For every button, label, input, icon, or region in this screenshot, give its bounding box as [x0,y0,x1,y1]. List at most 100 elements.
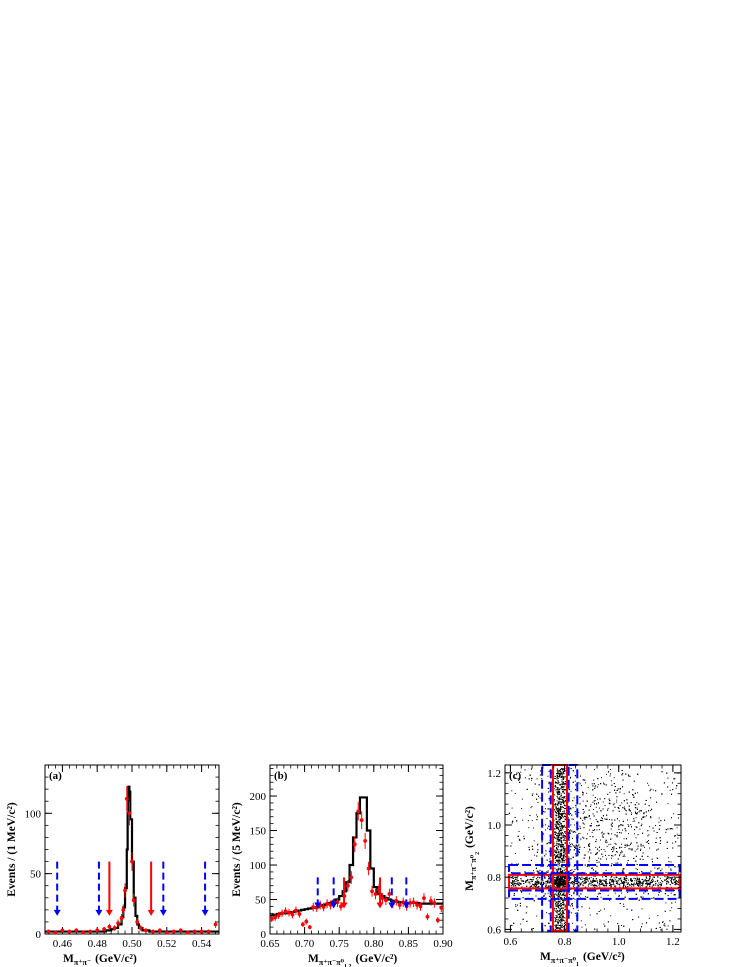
scatter-point [561,836,563,838]
scatter-point [650,810,652,812]
scatter-point [624,855,626,857]
scatter-point [547,775,549,777]
sideband-arrow-head [330,902,338,909]
scatter-point [554,837,556,839]
scatter-point [560,919,562,921]
scatter-point [537,879,539,881]
scatter-point [625,885,627,887]
scatter-point [514,852,516,854]
signal-arrow-head [376,902,384,909]
scatter-point [557,837,559,839]
scatter-point [558,812,560,814]
scatter-point [574,824,576,826]
scatter-point [517,880,519,882]
scatter-point [646,815,648,817]
scatter-point [673,879,675,881]
scatter-point [548,922,550,924]
scatter-point [605,885,607,887]
scatter-point [659,884,661,886]
data-point [116,921,120,926]
scatter-point [524,880,526,882]
data-point [53,930,58,935]
scatter-point [565,770,567,772]
scatter-point [561,911,563,913]
scatter-point [633,882,635,884]
x-tick-label: 0.48 [88,938,108,950]
scatter-point [586,817,588,819]
scatter-point [583,881,585,883]
scatter-point [588,829,590,831]
scatter-point [587,851,589,853]
data-point [178,928,183,933]
scatter-point [513,880,515,882]
scatter-point [563,846,565,848]
scatter-point [602,820,604,822]
scatter-point [523,835,525,837]
y-tick-label: 200 [250,791,267,803]
scatter-point [672,828,674,830]
scatter-point [513,892,515,894]
scatter-point [516,880,518,882]
scatter-point [579,883,581,885]
scatter-point [558,782,560,784]
scatter-point [556,927,558,929]
scatter-point [544,829,546,831]
scatter-point [560,908,562,910]
scatter-point [559,870,561,872]
scatter-point [611,857,613,859]
data-point [411,900,416,905]
scatter-point [647,782,649,784]
scatter-point [580,878,582,880]
scatter-point [569,829,571,831]
scatter-point [589,914,591,916]
scatter-point [562,789,564,791]
scatter-point [611,855,613,857]
scatter-point [548,860,550,862]
scatter-point [528,893,530,895]
scatter-point [573,897,575,899]
scatter-point [622,855,624,857]
data-point [123,888,127,893]
scatter-point [561,773,563,775]
scatter-point [554,803,556,805]
scatter-point [584,886,586,888]
scatter-point [547,827,549,829]
scatter-point [648,834,650,836]
scatter-point [548,782,550,784]
scatter-point [644,891,646,893]
scatter-point [631,885,633,887]
data-point [67,929,72,934]
scatter-point [658,821,660,823]
x-axis-title-unit: (GeV/c²) [355,953,397,965]
scatter-point [613,777,615,779]
scatter-point [586,879,588,881]
scatter-point [667,803,669,805]
scatter-point [558,856,560,858]
scatter-point [587,896,589,898]
scatter-point [533,872,535,874]
data-point [304,919,309,924]
scatter-point [637,882,639,884]
scatter-point [544,877,546,879]
scatter-point [557,823,559,825]
scatter-point [536,816,538,818]
scatter-point [520,923,522,925]
scatter-point [575,831,577,833]
scatter-point [557,868,559,870]
scatter-point [592,794,594,796]
scatter-point [563,838,565,840]
scatter-point [613,803,615,805]
scatter-point [644,879,646,881]
scatter-point [561,925,563,927]
scatter-point [648,917,650,919]
scatter-point [533,870,535,872]
scatter-point [558,925,560,927]
scatter-point [558,827,560,829]
scatter-point [564,789,566,791]
signal-arrow-head [147,909,155,916]
scatter-point [536,915,538,917]
scatter-point [561,837,563,839]
scatter-point [652,789,654,791]
scatter-point [530,807,532,809]
